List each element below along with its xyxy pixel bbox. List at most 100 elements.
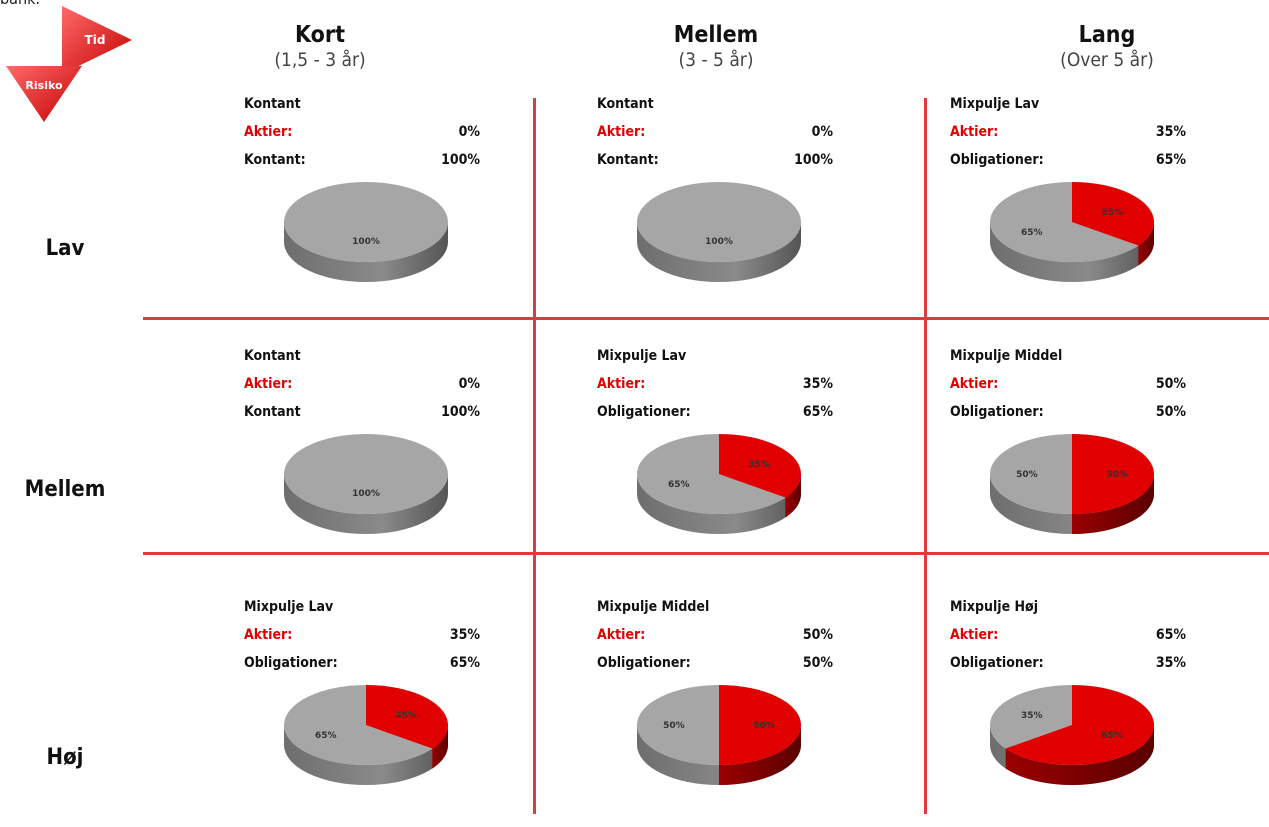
stock-share-row: Aktier: 65% [950, 625, 1186, 645]
pie-value-label: 50% [1016, 470, 1038, 480]
pie-value-label: 50% [663, 721, 685, 731]
pie-value-label: 50% [753, 721, 775, 731]
allocation-cell: Kontant Aktier: 0% Kontant: 100% 0% 100% [597, 94, 833, 324]
fund-name: Mixpulje Middel [597, 599, 710, 615]
row-header-hoej: Høj [46, 745, 84, 770]
pie-side-aktier [1005, 725, 1154, 785]
allocation-cell: Mixpulje Middel Aktier: 50% Obligationer:… [597, 597, 833, 827]
pie-chart: 0% 100% [284, 426, 448, 534]
fund-name: Kontant [597, 96, 654, 112]
other-label: Kontant: [244, 152, 306, 168]
stock-value: 65% [1155, 627, 1186, 643]
other-share-row: Obligationer: 65% [597, 402, 833, 422]
other-value: 65% [802, 404, 833, 420]
pie-value-label: 35% [395, 711, 417, 721]
other-label: Kontant: [597, 152, 659, 168]
column-subtitle: (3 - 5 år) [678, 49, 754, 71]
other-share-row: Obligationer: 35% [950, 653, 1186, 673]
stock-label: Aktier: [597, 124, 646, 140]
pie-value-label: 0% [358, 426, 373, 429]
stock-label: Aktier: [950, 124, 999, 140]
other-share-row: Kontant: 100% [244, 150, 480, 170]
other-share-row: Obligationer: 65% [950, 150, 1186, 170]
fund-name: Kontant [244, 96, 301, 112]
pie-value-label: 65% [1101, 731, 1123, 741]
column-header-kort: Kort (1,5 - 3 år) [170, 22, 470, 72]
grid-divider-vertical [924, 98, 927, 814]
other-value: 100% [441, 404, 480, 420]
pie-side-aktier [432, 725, 448, 769]
stock-share-row: Aktier: 35% [597, 374, 833, 394]
stock-share-row: Aktier: 0% [244, 374, 480, 394]
stock-value: 0% [458, 124, 480, 140]
pie-side-aktier [719, 725, 801, 785]
column-subtitle: (Over 5 år) [1060, 49, 1154, 71]
stock-value: 50% [802, 627, 833, 643]
stock-label: Aktier: [244, 627, 293, 643]
pie-value-label: 65% [315, 731, 337, 741]
other-label: Obligationer: [597, 404, 691, 420]
other-share-row: Kontant 100% [244, 402, 480, 422]
pie-value-label: 100% [352, 237, 380, 247]
allocation-cell: Kontant Aktier: 0% Kontant 100% 0% 100% [244, 346, 480, 576]
stock-value: 50% [1155, 376, 1186, 392]
pie-side-aktier [1072, 474, 1154, 534]
other-label: Obligationer: [244, 655, 338, 671]
column-header-lang: Lang (Over 5 år) [957, 22, 1257, 72]
pie-slice-rest [637, 182, 801, 262]
grid-divider-horizontal [143, 552, 1269, 555]
time-risk-corner-badge: Tid Risiko [6, 6, 132, 122]
stock-label: Aktier: [597, 376, 646, 392]
stock-label: Aktier: [244, 376, 293, 392]
pie-side-grey [284, 474, 448, 534]
other-label: Obligationer: [597, 655, 691, 671]
pie-chart: 50% 50% [637, 685, 801, 785]
fund-name: Mixpulje Middel [950, 348, 1063, 364]
pie-slice-aktier [719, 434, 801, 498]
other-value: 50% [802, 655, 833, 671]
time-label: Tid [85, 33, 106, 47]
other-value: 65% [1155, 152, 1186, 168]
stock-value: 0% [458, 376, 480, 392]
stock-label: Aktier: [244, 124, 293, 140]
pie-side-grey [990, 222, 1154, 282]
pie-chart: 0% 100% [637, 174, 801, 282]
pie-value-label: 100% [352, 489, 380, 499]
other-value: 100% [794, 152, 833, 168]
column-title: Mellem [673, 22, 759, 48]
grid-divider-horizontal [143, 317, 1269, 320]
pie-chart: 35% 65% [637, 434, 801, 534]
risk-label: Risiko [25, 79, 63, 92]
stock-label: Aktier: [950, 627, 999, 643]
pie-value-label: 35% [1101, 208, 1123, 218]
stock-share-row: Aktier: 35% [950, 122, 1186, 142]
stock-value: 35% [802, 376, 833, 392]
pie-slice-aktier [366, 685, 448, 749]
column-title: Lang [1078, 22, 1136, 48]
time-arrow-icon [62, 6, 132, 74]
fund-name: Mixpulje Lav [597, 348, 687, 364]
pie-value-label: 65% [668, 480, 690, 490]
pie-value-label: 100% [705, 237, 733, 247]
fund-name: Kontant [244, 348, 301, 364]
truncated-text: bank. [0, 0, 40, 8]
pie-chart: 35% 65% [284, 685, 448, 785]
pie-side-grey [284, 222, 448, 282]
column-title: Kort [295, 22, 345, 48]
pie-slice-aktier [1072, 434, 1154, 514]
other-value: 100% [441, 152, 480, 168]
pie-value-label: 35% [1021, 711, 1043, 721]
pie-slice-rest [284, 434, 448, 514]
other-label: Kontant [244, 404, 301, 420]
pie-chart: 65% 35% [990, 685, 1154, 785]
pie-slice-rest [284, 182, 448, 262]
allocation-cell: Mixpulje Lav Aktier: 35% Obligationer: 65%… [597, 346, 833, 576]
pie-side-aktier [1138, 222, 1154, 266]
stock-label: Aktier: [950, 376, 999, 392]
pie-value-label: 0% [711, 174, 726, 177]
stock-value: 0% [811, 124, 833, 140]
pie-slice-aktier [1072, 182, 1154, 246]
pie-side-grey [637, 222, 801, 282]
row-header-mellem: Mellem [24, 477, 106, 502]
column-subtitle: (1,5 - 3 år) [274, 49, 366, 71]
